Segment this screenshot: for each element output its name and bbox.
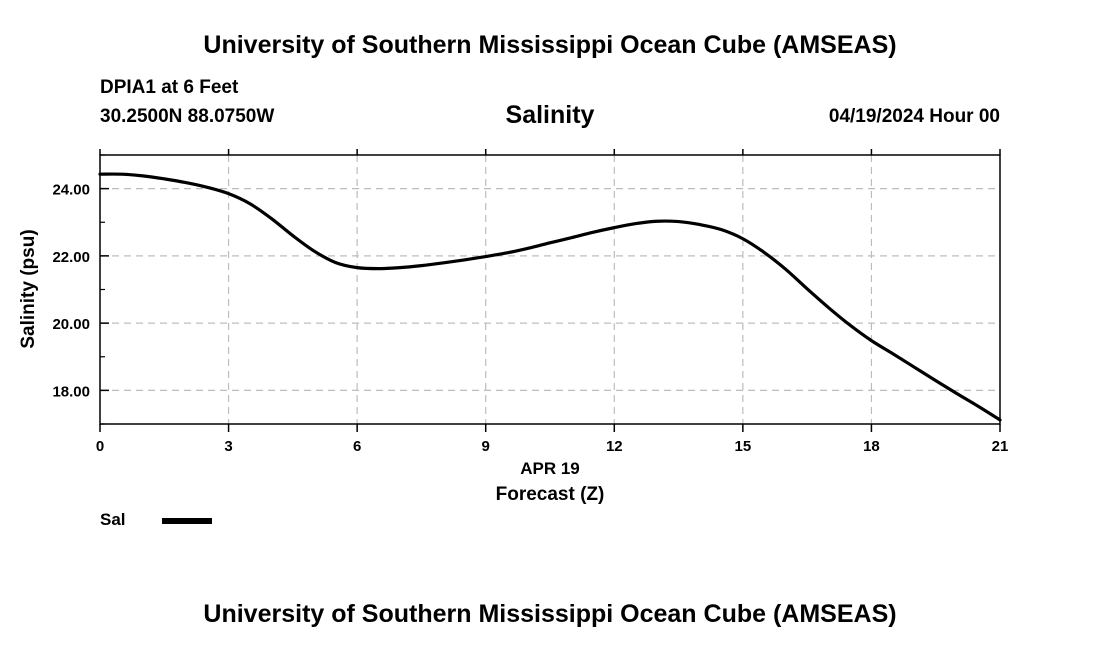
chart-footer-title: University of Southern Mississippi Ocean… (203, 600, 897, 628)
y-tick-label: 20.00 (52, 316, 90, 333)
y-axis-label: Salinity (psu) (18, 229, 39, 348)
plot-frame (99, 154, 1001, 425)
x-tick-label: 0 (96, 438, 104, 455)
y-tick-label: 18.00 (52, 383, 90, 400)
x-axis-label: Forecast (Z) (496, 484, 605, 505)
x-tick-label: 6 (353, 438, 361, 455)
station-coordinates: 30.2500N 88.0750W (100, 106, 275, 127)
y-tick-label: 24.00 (52, 182, 90, 199)
station-label: DPIA1 at 6 Feet (100, 77, 239, 98)
salinity-series-line (98, 172, 1002, 422)
x-tick-label: 12 (606, 438, 623, 455)
chart-title: Salinity (505, 101, 595, 129)
y-tick-label: 22.00 (52, 249, 90, 266)
x-tick-label: 15 (735, 438, 752, 455)
chart-header-title: University of Southern Mississippi Ocean… (203, 31, 897, 59)
x-date-label: APR 19 (520, 459, 580, 478)
x-tick-label: 3 (224, 438, 232, 455)
axis-ticks (99, 149, 1001, 432)
x-tick-label: 21 (992, 438, 1009, 455)
x-tick-label: 9 (482, 438, 490, 455)
legend-label: Sal (100, 510, 126, 529)
forecast-date: 04/19/2024 Hour 00 (828, 106, 1000, 127)
x-tick-label: 18 (863, 438, 880, 455)
